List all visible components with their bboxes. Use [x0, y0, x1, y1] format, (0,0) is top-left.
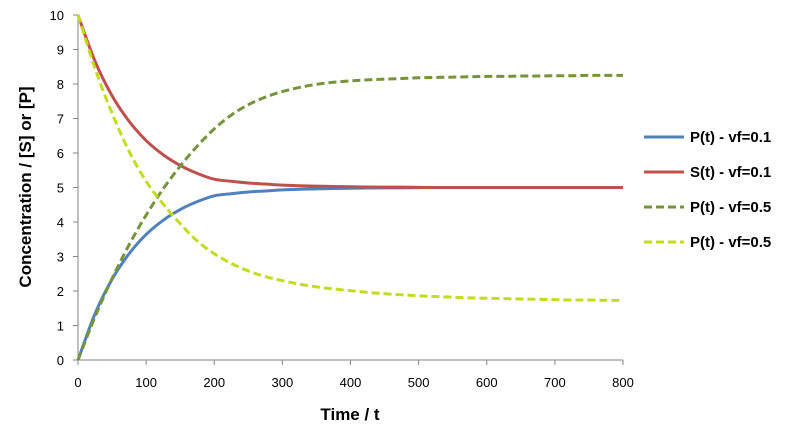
series-line-4 [76, 14, 624, 302]
x-tick-label: 500 [408, 375, 430, 390]
y-tick-label: 7 [57, 112, 64, 127]
legend-label-1: P(t) - vf=0.1 [690, 129, 771, 146]
y-tick-label: 8 [57, 77, 64, 92]
series-line-1 [76, 185, 623, 361]
x-tick-label: 200 [203, 375, 225, 390]
legend-label-3: P(t) - vf=0.5 [690, 199, 771, 216]
series-line-3 [76, 73, 623, 361]
y-tick-label: 4 [57, 215, 64, 230]
y-tick-label: 10 [50, 8, 64, 23]
y-tick-label: 9 [57, 43, 64, 58]
legend: P(t) - vf=0.1 S(t) - vf=0.1 P(t) - vf=0.5 P… [644, 129, 771, 251]
y-tick-label: 1 [57, 319, 64, 334]
x-tick-label: 600 [476, 375, 498, 390]
x-tick-label: 0 [74, 375, 81, 390]
y-axis-title: Concentration / [S] or [P] [16, 86, 35, 287]
x-tick-label: 400 [340, 375, 362, 390]
series-line-2 [76, 14, 623, 190]
legend-label-2: S(t) - vf=0.1 [690, 164, 771, 181]
y-tick-label: 2 [57, 284, 64, 299]
y-tick-label: 6 [57, 146, 64, 161]
x-tick-label: 300 [272, 375, 294, 390]
x-tick-label: 100 [135, 375, 157, 390]
x-tick-label: 700 [544, 375, 566, 390]
legend-label-4: P(t) - vf=0.5 [690, 234, 771, 251]
y-tick-label: 5 [57, 181, 64, 196]
series-group [76, 14, 624, 361]
x-tick-label: 800 [612, 375, 634, 390]
x-axis-title: Time / t [320, 405, 380, 424]
y-tick-label: 3 [57, 250, 64, 265]
y-tick-label: 0 [57, 353, 64, 368]
